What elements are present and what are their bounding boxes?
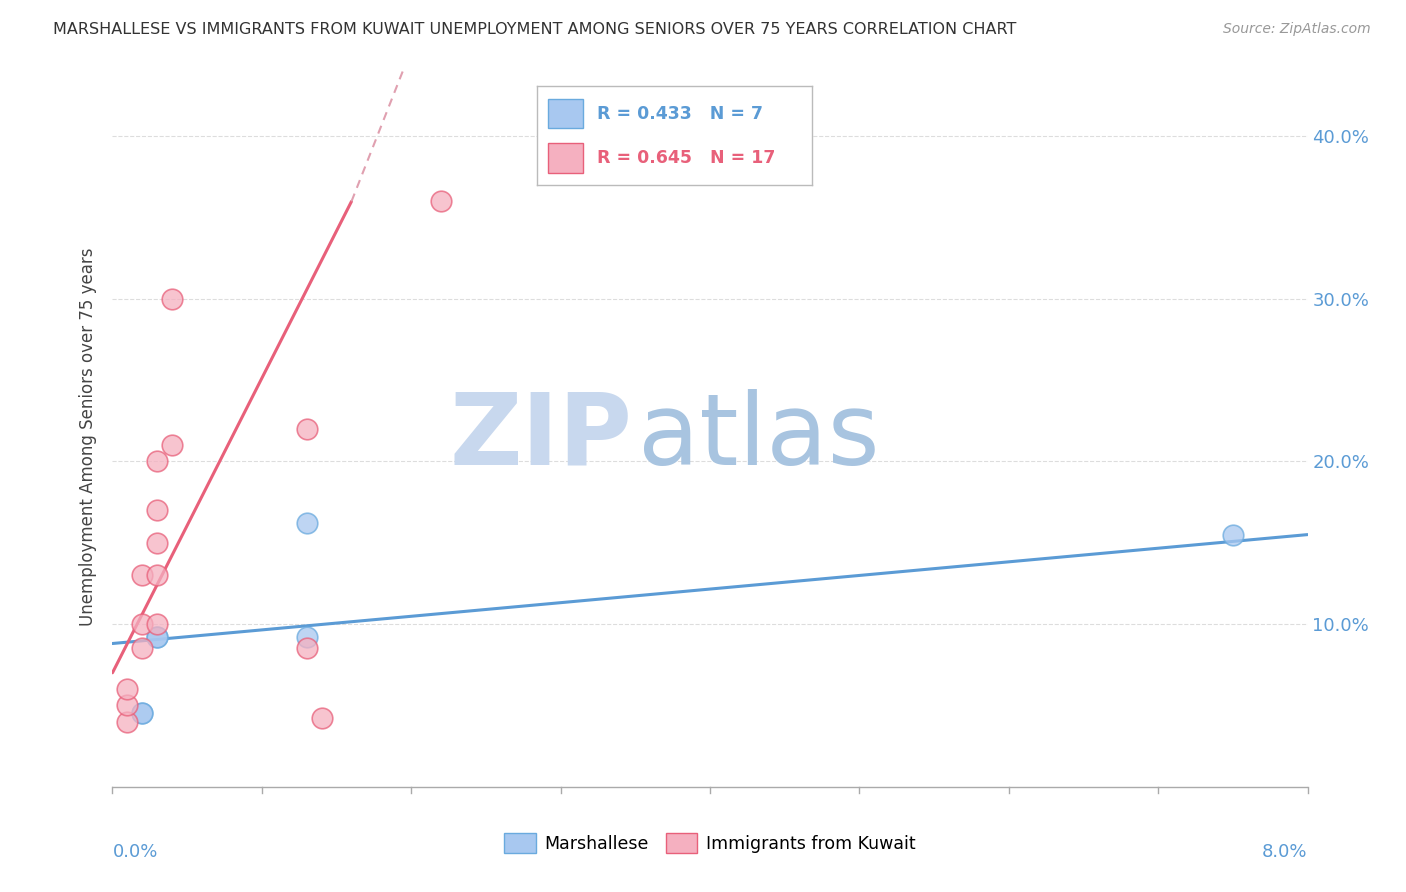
Point — [146, 617, 169, 632]
Point — [146, 454, 169, 468]
Point — [146, 568, 169, 582]
Point — [295, 516, 318, 531]
Text: 8.0%: 8.0% — [1263, 843, 1308, 861]
Point — [162, 292, 183, 306]
Point — [146, 630, 169, 644]
Text: Source: ZipAtlas.com: Source: ZipAtlas.com — [1223, 22, 1371, 37]
Point — [131, 706, 153, 721]
Point — [146, 503, 169, 517]
Point — [295, 422, 318, 436]
Point — [162, 438, 183, 452]
Point — [430, 194, 453, 209]
Point — [131, 706, 153, 721]
Point — [295, 641, 318, 656]
Point — [117, 698, 139, 713]
Point — [295, 630, 318, 644]
Point — [117, 714, 139, 729]
Point — [146, 535, 169, 549]
Point — [146, 630, 169, 644]
Y-axis label: Unemployment Among Seniors over 75 years: Unemployment Among Seniors over 75 years — [79, 248, 97, 626]
Text: ZIP: ZIP — [450, 389, 633, 485]
Point — [131, 617, 153, 632]
Point — [117, 681, 139, 696]
Point — [131, 641, 153, 656]
Point — [1222, 527, 1244, 541]
Text: 0.0%: 0.0% — [112, 843, 157, 861]
Point — [131, 568, 153, 582]
Text: atlas: atlas — [638, 389, 880, 485]
Legend: Marshallese, Immigrants from Kuwait: Marshallese, Immigrants from Kuwait — [498, 826, 922, 860]
Point — [311, 711, 333, 725]
Text: MARSHALLESE VS IMMIGRANTS FROM KUWAIT UNEMPLOYMENT AMONG SENIORS OVER 75 YEARS C: MARSHALLESE VS IMMIGRANTS FROM KUWAIT UN… — [53, 22, 1017, 37]
